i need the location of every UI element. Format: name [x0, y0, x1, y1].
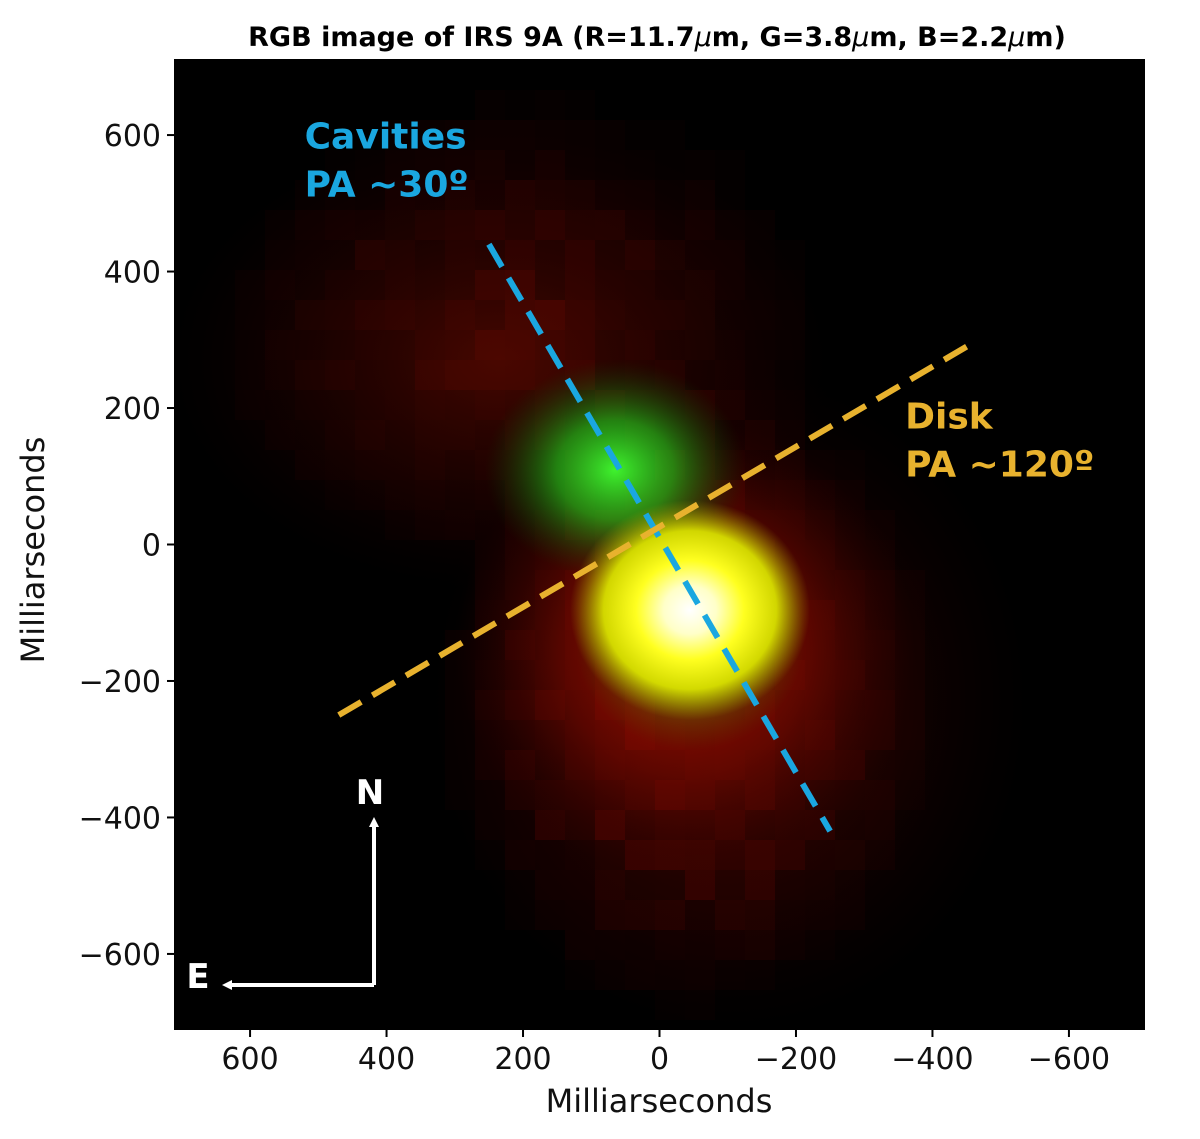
x-tick-label: 200 [494, 1042, 551, 1077]
y-tick-label: −200 [79, 665, 161, 700]
image-tile [625, 120, 655, 150]
x-tick-label: −200 [755, 1042, 837, 1077]
compass: N E [186, 773, 384, 997]
chart-title: RGB image of IRS 9A (R=11.7μm, G=3.8μm, … [248, 22, 1066, 53]
y-tick-label: −400 [79, 801, 161, 836]
y-tick-label: −600 [79, 938, 161, 973]
disk-axis-line [337, 344, 969, 718]
x-tick-label: −400 [891, 1042, 973, 1077]
x-axis-label: Milliarseconds [546, 1082, 773, 1120]
image-tile [535, 90, 565, 120]
compass-north-label: N [356, 773, 384, 813]
y-tick-label: 0 [142, 529, 161, 564]
image-tile [505, 90, 535, 120]
annotation-label: Cavities [305, 117, 467, 158]
y-axis-label: Milliarseconds [14, 437, 52, 664]
image-tile [715, 150, 745, 180]
x-tick-label: 600 [221, 1042, 278, 1077]
annotation-sublabel: PA ~120º [905, 444, 1094, 485]
bright-core [570, 500, 810, 720]
cavities-axis-line [486, 242, 833, 833]
y-tick-label: 400 [104, 256, 161, 291]
annotation-sublabel: PA ~30º [305, 165, 469, 206]
plot-area [175, 60, 1144, 1029]
image-tile [565, 90, 595, 120]
y-tick-label: 600 [104, 119, 161, 154]
annotations: Cavities PA ~30º Disk PA ~120º [305, 117, 1095, 486]
x-tick-label: 400 [358, 1042, 415, 1077]
rgb-image [175, 90, 1030, 1029]
x-tick-label: 0 [650, 1042, 669, 1077]
image-tile [655, 120, 685, 150]
x-axis-ticks: 600 400 200 0 −200 −400 −600 [221, 1029, 1110, 1077]
compass-east-label: E [186, 957, 209, 997]
annotation-label: Disk [905, 396, 994, 437]
overlay-lines [337, 242, 969, 833]
y-tick-label: 200 [104, 392, 161, 427]
y-axis-ticks: 600 400 200 0 −200 −400 −600 [79, 119, 175, 973]
image-tile [475, 90, 505, 120]
x-tick-label: −600 [1028, 1042, 1110, 1077]
